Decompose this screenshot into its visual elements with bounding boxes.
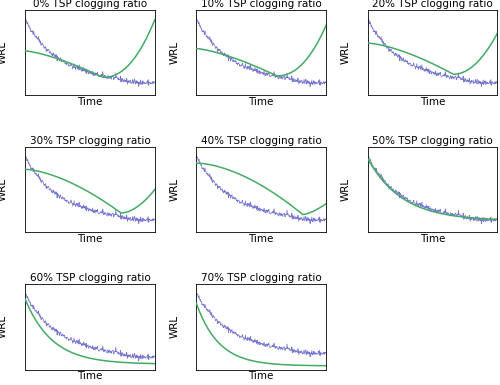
Y-axis label: WRL: WRL	[170, 41, 179, 64]
X-axis label: Time: Time	[248, 371, 274, 381]
Y-axis label: WRL: WRL	[0, 41, 8, 64]
Title: 20% TSP clogging ratio: 20% TSP clogging ratio	[372, 0, 493, 9]
Y-axis label: WRL: WRL	[341, 41, 351, 64]
X-axis label: Time: Time	[420, 97, 446, 107]
Title: 50% TSP clogging ratio: 50% TSP clogging ratio	[372, 136, 493, 146]
X-axis label: Time: Time	[77, 371, 102, 381]
X-axis label: Time: Time	[248, 97, 274, 107]
Y-axis label: WRL: WRL	[0, 315, 8, 338]
Y-axis label: WRL: WRL	[341, 178, 351, 201]
Title: 30% TSP clogging ratio: 30% TSP clogging ratio	[30, 136, 150, 146]
Y-axis label: WRL: WRL	[0, 178, 8, 201]
Y-axis label: WRL: WRL	[170, 315, 179, 338]
Y-axis label: WRL: WRL	[170, 178, 179, 201]
Title: 70% TSP clogging ratio: 70% TSP clogging ratio	[201, 273, 322, 283]
Title: 60% TSP clogging ratio: 60% TSP clogging ratio	[30, 273, 150, 283]
X-axis label: Time: Time	[77, 234, 102, 244]
Title: 10% TSP clogging ratio: 10% TSP clogging ratio	[201, 0, 322, 9]
X-axis label: Time: Time	[248, 234, 274, 244]
X-axis label: Time: Time	[77, 97, 102, 107]
Title: 0% TSP clogging ratio: 0% TSP clogging ratio	[33, 0, 147, 9]
Title: 40% TSP clogging ratio: 40% TSP clogging ratio	[201, 136, 322, 146]
X-axis label: Time: Time	[420, 234, 446, 244]
